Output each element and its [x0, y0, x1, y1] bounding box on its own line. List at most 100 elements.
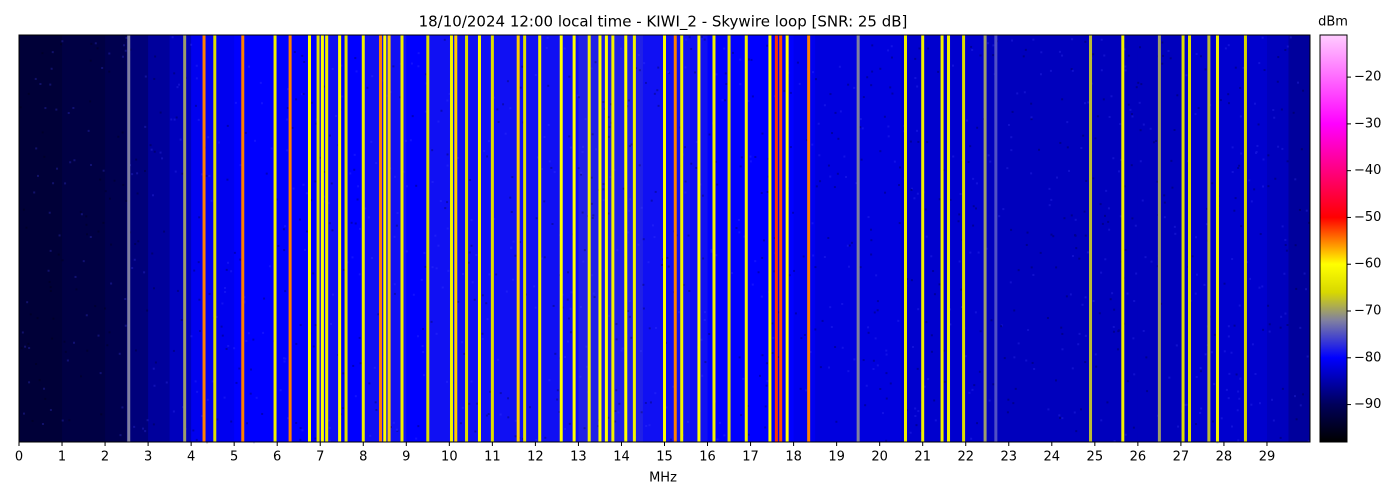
speckle: [891, 93, 893, 95]
speckle: [1097, 115, 1099, 117]
speckle: [890, 382, 892, 384]
speckle: [616, 338, 618, 340]
speckle: [1040, 252, 1042, 254]
speckle: [359, 273, 361, 275]
speckle: [469, 252, 471, 254]
speckle: [567, 299, 569, 301]
speckle: [795, 312, 797, 314]
speckle: [1000, 325, 1002, 327]
speckle: [20, 106, 22, 108]
speckle: [207, 399, 209, 401]
speckle: [1238, 165, 1240, 167]
speckle: [233, 347, 235, 349]
speckle: [23, 209, 25, 211]
speckle: [851, 242, 853, 244]
speckle: [1285, 244, 1287, 246]
speckle: [153, 78, 155, 80]
speckle: [1075, 247, 1077, 249]
speckle: [1010, 149, 1012, 151]
speckle: [992, 54, 994, 56]
signal: [962, 35, 965, 442]
noise-floor: [105, 35, 127, 442]
speckle: [431, 321, 433, 323]
speckle: [447, 270, 449, 272]
speckle: [49, 281, 51, 283]
speckle: [829, 306, 831, 308]
signal: [274, 35, 277, 442]
speckle: [440, 200, 442, 202]
signal: [1182, 35, 1185, 442]
speckle: [51, 338, 53, 340]
speckle: [224, 291, 226, 293]
signal: [775, 35, 778, 442]
colorbar-tick-label: −70: [1354, 304, 1381, 319]
speckle: [500, 413, 502, 415]
speckle: [1129, 109, 1131, 111]
speckle: [485, 302, 487, 304]
x-tick-label: 27: [1173, 450, 1190, 465]
speckle: [103, 170, 105, 172]
speckle: [641, 411, 643, 413]
speckle: [489, 391, 491, 393]
speckle: [1040, 51, 1042, 53]
speckle: [763, 239, 765, 241]
speckle: [1237, 167, 1239, 169]
x-tick-label: 3: [144, 450, 152, 465]
speckle: [475, 254, 477, 256]
speckle: [1082, 135, 1084, 137]
speckle: [137, 192, 139, 194]
speckle: [1024, 91, 1026, 93]
speckle: [359, 337, 361, 339]
speckle: [122, 131, 124, 133]
speckle: [26, 301, 28, 303]
speckle: [602, 101, 604, 103]
speckle: [741, 156, 743, 158]
speckle: [100, 372, 102, 374]
signal: [308, 35, 311, 442]
speckle: [260, 82, 262, 84]
noise-floor: [794, 35, 816, 442]
speckle: [1082, 304, 1084, 306]
speckle: [97, 47, 99, 49]
speckle: [570, 147, 572, 149]
speckle: [1293, 112, 1295, 114]
speckle: [1295, 244, 1297, 246]
speckle: [710, 249, 712, 251]
speckle: [882, 412, 884, 414]
speckle: [834, 346, 836, 348]
speckle: [28, 347, 30, 349]
speckle: [627, 231, 629, 233]
speckle: [23, 413, 25, 415]
noise-floor: [170, 35, 192, 442]
x-tick-label: 5: [230, 450, 238, 465]
speckle: [1031, 116, 1033, 118]
speckle: [442, 286, 444, 288]
speckle: [488, 273, 490, 275]
signal: [904, 35, 907, 442]
speckle: [226, 269, 228, 271]
speckle: [198, 261, 200, 263]
speckle: [645, 82, 647, 84]
speckle: [797, 62, 799, 64]
speckle: [1295, 288, 1297, 290]
speckle: [173, 72, 175, 74]
speckle: [37, 317, 39, 319]
speckle: [44, 398, 46, 400]
speckle: [1049, 204, 1051, 206]
speckle: [638, 54, 640, 56]
speckle: [541, 168, 543, 170]
speckle: [498, 121, 500, 123]
speckle: [548, 379, 550, 381]
speckle: [1269, 323, 1271, 325]
signal: [588, 35, 591, 442]
speckle: [1281, 108, 1283, 110]
speckle: [1100, 419, 1102, 421]
speckle: [651, 200, 653, 202]
speckle: [1273, 117, 1275, 119]
speckle: [803, 255, 805, 257]
speckle: [860, 266, 862, 268]
speckle: [488, 413, 490, 415]
speckle: [754, 260, 756, 262]
speckle: [1236, 373, 1238, 375]
speckle: [1174, 226, 1176, 228]
